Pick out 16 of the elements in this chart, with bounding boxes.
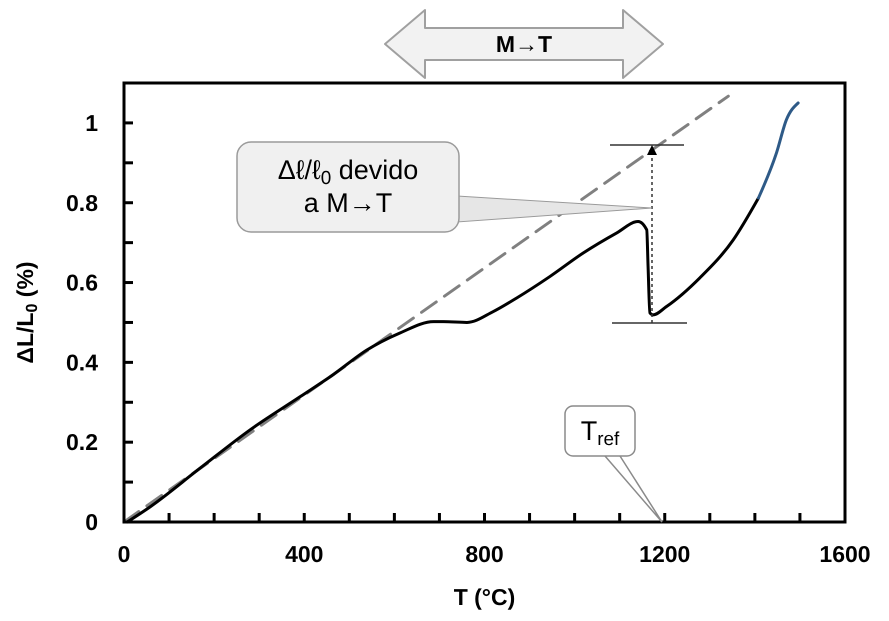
- y-tick-label: 0: [85, 509, 98, 536]
- x-tick-label: 1200: [639, 541, 690, 567]
- x-axis-title: T (°C): [454, 584, 516, 610]
- y-tick-label: 0.2: [66, 429, 98, 456]
- y-tick-label: 0.8: [66, 190, 98, 216]
- y-tick-label: 1: [85, 110, 98, 136]
- y-tick-label: 0.4: [66, 349, 98, 376]
- annotation: T$_{ref}$: [580, 416, 620, 450]
- x-tick-label: 800: [465, 541, 504, 567]
- line-series: [756, 101, 800, 200]
- x-tick-label: 400: [285, 541, 324, 567]
- y-tick-label: 0.6: [66, 270, 98, 296]
- x-tick-label: 0: [118, 541, 130, 567]
- x-tick-label: 1600: [819, 541, 871, 567]
- text: M→T: [496, 31, 552, 57]
- annotation: Δℓ/ℓ$_{0}$ devido a M→T: [278, 155, 418, 218]
